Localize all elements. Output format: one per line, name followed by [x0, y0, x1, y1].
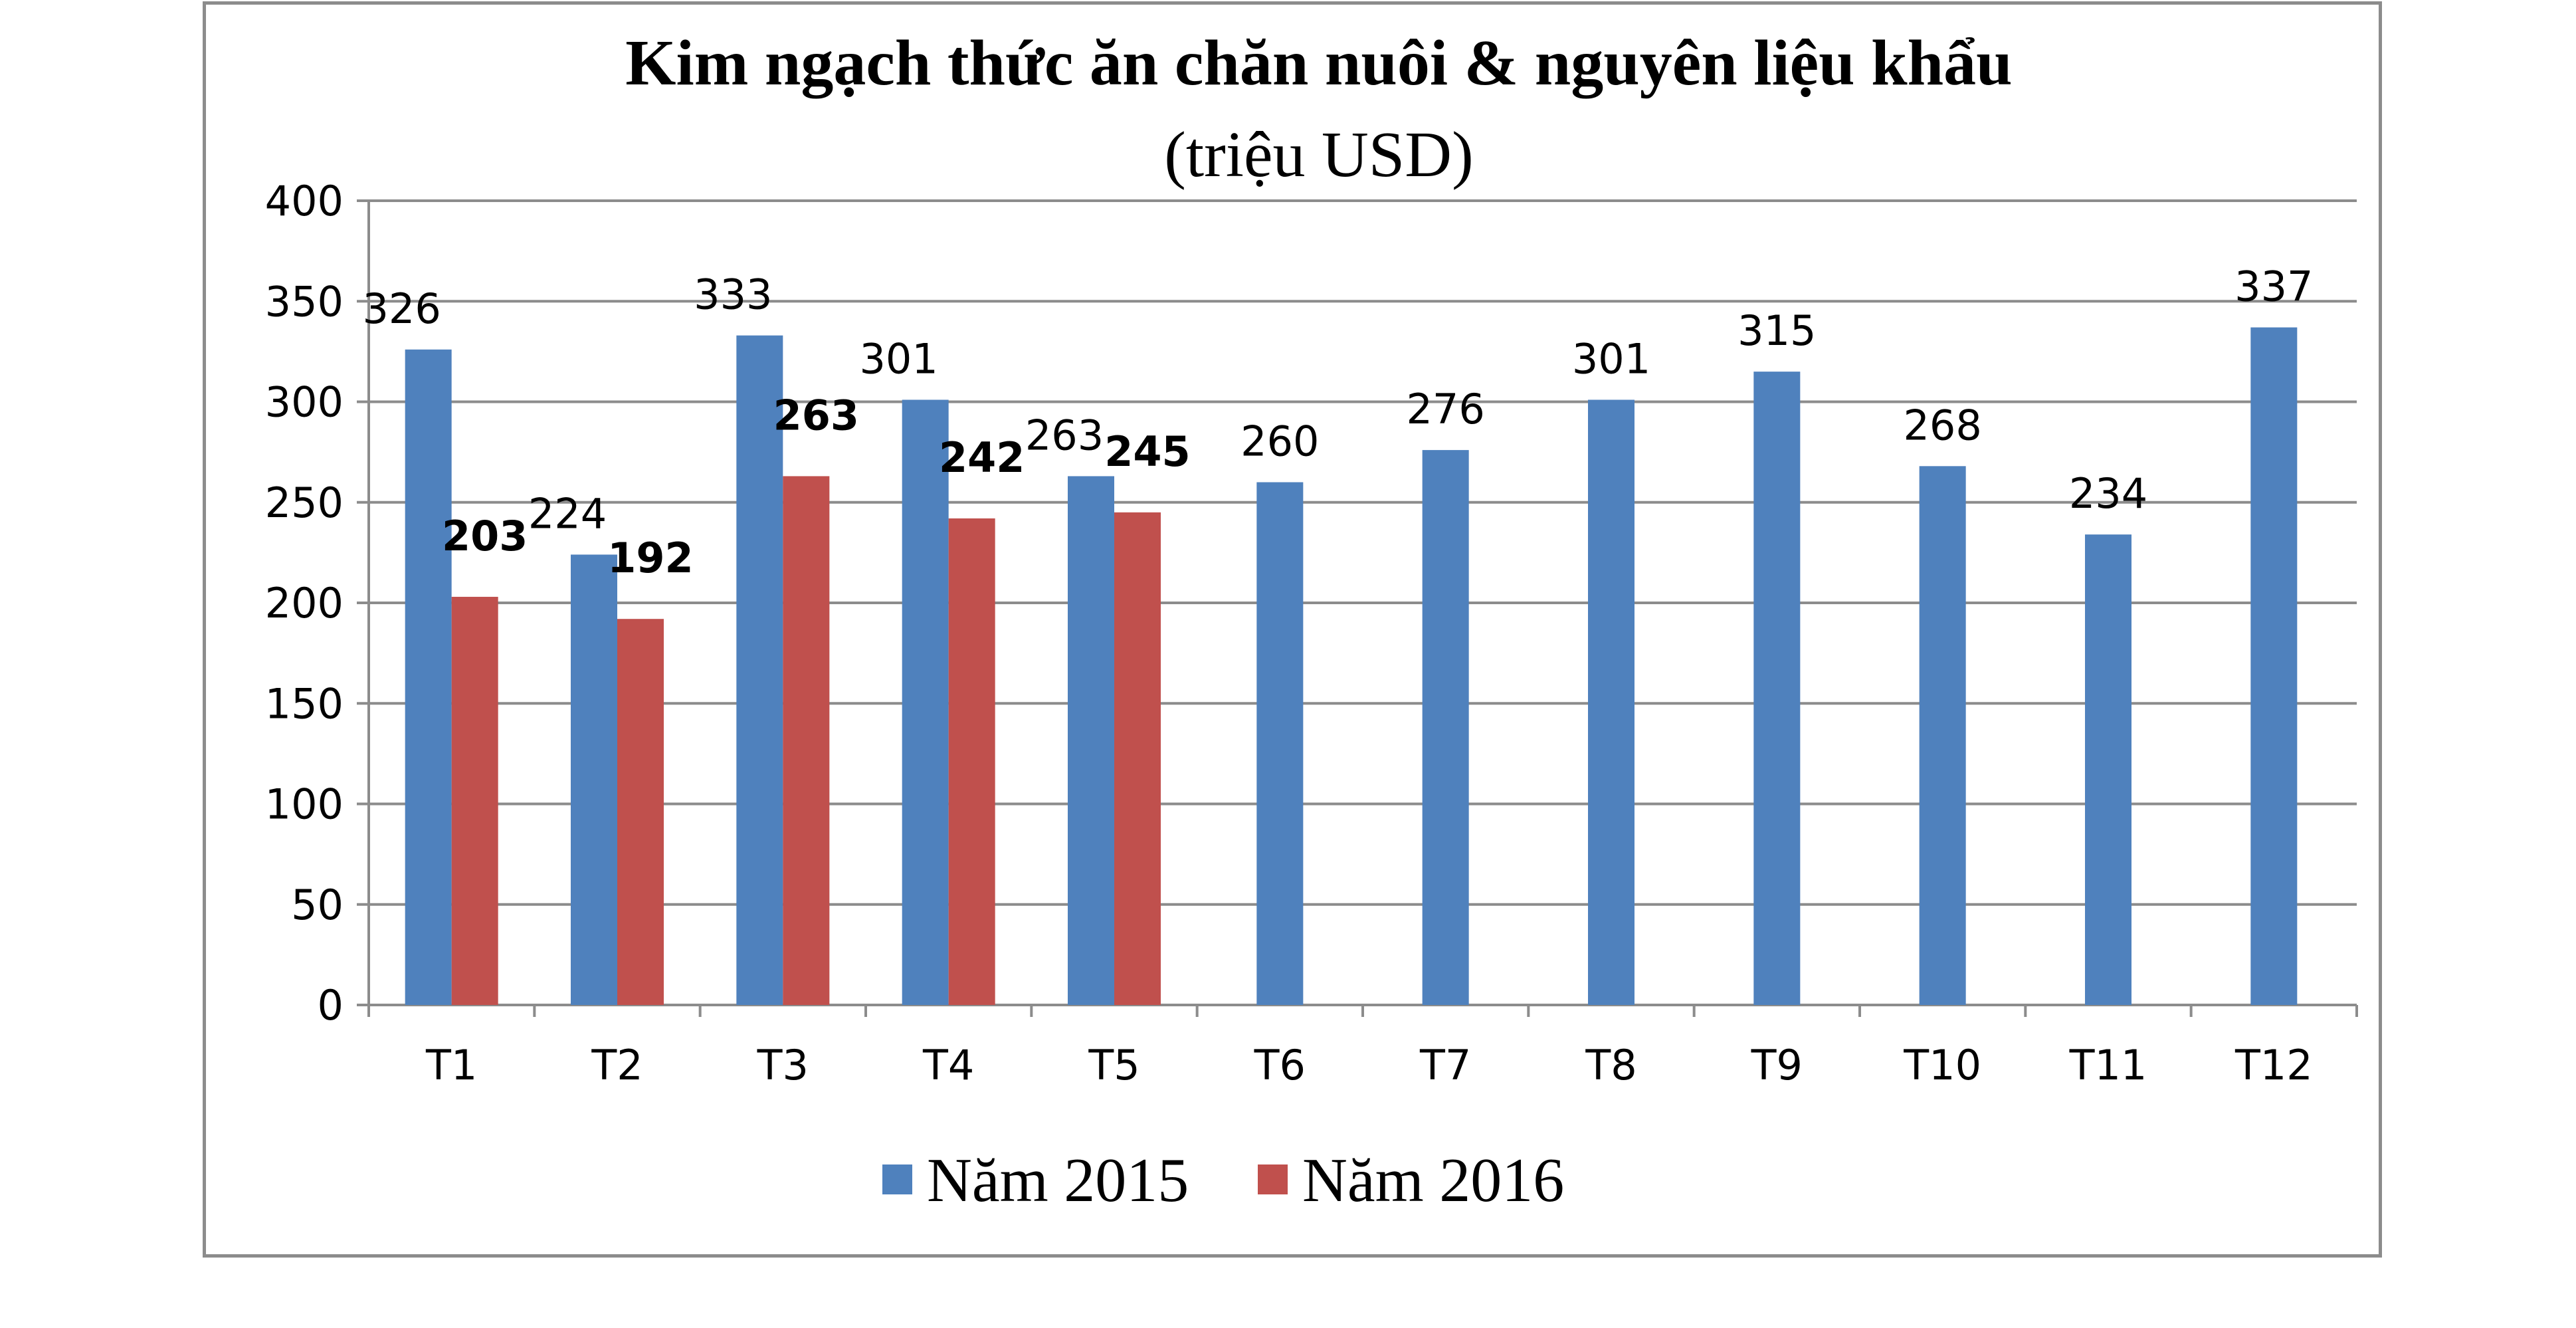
x-tick-label: T4 — [922, 1041, 974, 1089]
data-label-2015-t4: 301 — [859, 334, 938, 383]
y-tick-label: 350 — [265, 277, 344, 326]
data-label-2015-t12: 337 — [2234, 263, 2313, 311]
x-tick-label: T11 — [2069, 1041, 2147, 1089]
y-tick-label: 250 — [265, 479, 344, 527]
data-label-2015-t11: 234 — [2069, 469, 2147, 518]
bar-2015-t8 — [1588, 399, 1635, 1005]
bar-2015-t4 — [902, 399, 949, 1005]
chart-frame: 0 50 100 150 200 250 300 350 400 T1 T2 T3 T4 T5 T6 T7 T8… — [203, 1, 2382, 1258]
bar-2016-t5 — [1114, 512, 1161, 1005]
chart-title: Kim ngạch thức ăn chăn nuôi & nguyên liệ… — [625, 27, 2012, 99]
x-tick-label: T5 — [1088, 1041, 1139, 1089]
legend-label-2016: Năm 2016 — [1302, 1146, 1564, 1215]
bar-2015-t12 — [2250, 327, 2298, 1005]
data-label-2016-t3: 263 — [773, 391, 859, 439]
data-label-2015-t1: 326 — [362, 284, 441, 333]
x-tick-label: T8 — [1585, 1041, 1636, 1089]
data-label-2015-t3: 333 — [694, 271, 772, 319]
data-label-2016-t4: 242 — [939, 433, 1025, 482]
x-tick-label: T9 — [1751, 1041, 1803, 1089]
data-label-2015-t9: 315 — [1737, 306, 1816, 355]
data-label-2015-t5: 263 — [1025, 411, 1104, 459]
x-tick-label: T1 — [425, 1041, 477, 1089]
y-tick-label: 100 — [265, 780, 344, 829]
y-tick-label: 0 — [318, 981, 344, 1030]
x-tick-label: T12 — [2234, 1041, 2313, 1089]
bar-2016-t3 — [783, 476, 830, 1005]
gridlines — [369, 199, 2357, 906]
chart-subtitle: (triệu USD) — [1164, 119, 1473, 191]
data-label-2015-t2: 224 — [528, 489, 607, 538]
legend-label-2015: Năm 2015 — [927, 1146, 1189, 1215]
legend-swatch-2016 — [1258, 1164, 1288, 1194]
x-tick-label: T2 — [591, 1041, 643, 1089]
bar-2015-t3 — [736, 335, 783, 1005]
legend-swatch-2015 — [882, 1164, 912, 1194]
x-tick-label: T3 — [757, 1041, 809, 1089]
data-label-2016-t1: 203 — [442, 512, 528, 560]
bar-2015-t6 — [1256, 482, 1304, 1005]
bar-2016-t1 — [451, 596, 498, 1005]
y-tick-label: 150 — [265, 679, 344, 728]
data-label-2016-t5: 245 — [1104, 427, 1190, 476]
data-label-2015-t8: 301 — [1572, 334, 1650, 383]
data-label-2016-t2: 192 — [607, 534, 693, 582]
y-tick-label: 50 — [291, 881, 344, 929]
bar-2015-t11 — [2085, 534, 2131, 1005]
axes: 0 50 100 150 200 250 300 350 400 T1 T2 T3 T4 T5 T6 T7 T8… — [265, 177, 2358, 1089]
bar-2015-t2 — [571, 554, 617, 1005]
data-label-2015-t10: 268 — [1903, 401, 1981, 449]
bar-2015-t10 — [1919, 466, 1966, 1005]
legend: Năm 2015 Năm 2016 — [882, 1146, 1564, 1215]
bars — [405, 327, 2298, 1005]
data-label-2015-t7: 276 — [1406, 385, 1484, 433]
bar-2016-t4 — [948, 518, 995, 1005]
data-label-2015-t6: 260 — [1240, 417, 1319, 466]
y-tick-label: 400 — [265, 177, 344, 225]
x-tick-label: T10 — [1903, 1041, 1981, 1089]
bar-2015-t7 — [1422, 450, 1469, 1005]
bar-2015-t5 — [1068, 476, 1114, 1005]
bar-chart: 0 50 100 150 200 250 300 350 400 T1 T2 T3 T4 T5 T6 T7 T8… — [265, 27, 2358, 1215]
bar-2015-t9 — [1753, 372, 1801, 1005]
bar-2016-t2 — [617, 619, 664, 1005]
bar-2015-t1 — [405, 349, 452, 1005]
y-tick-label: 200 — [265, 579, 344, 627]
x-tick-label: T7 — [1419, 1041, 1471, 1089]
y-tick-label: 300 — [265, 378, 344, 427]
x-tick-label: T6 — [1254, 1041, 1306, 1089]
